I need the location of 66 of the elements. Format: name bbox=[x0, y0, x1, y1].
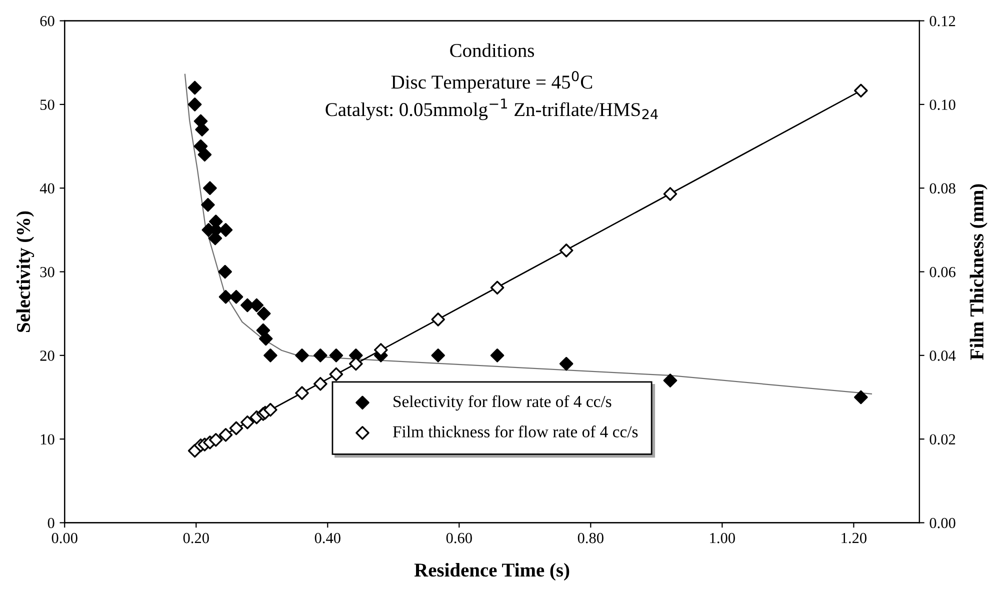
y2-tick-label: 0.00 bbox=[930, 518, 956, 528]
x-tick-label: 0.00 bbox=[52, 532, 78, 544]
point bbox=[229, 421, 244, 436]
point bbox=[188, 98, 202, 112]
y-tick-label: 50 bbox=[40, 100, 54, 110]
point bbox=[208, 433, 223, 447]
point bbox=[559, 356, 574, 371]
x-tick-label: 0.40 bbox=[314, 532, 340, 544]
x-tick-label: 1.20 bbox=[842, 532, 866, 544]
point bbox=[188, 80, 202, 95]
point bbox=[264, 402, 278, 417]
y2-tick-label: 0.10 bbox=[930, 100, 956, 110]
point bbox=[240, 415, 254, 430]
point bbox=[431, 312, 445, 326]
annotation: Catalyst: 0.05mmolg$^{−1}$ Zn-triflate/HMS$_{24}$ bbox=[326, 98, 658, 120]
point bbox=[218, 223, 233, 237]
point bbox=[349, 356, 363, 371]
point bbox=[431, 348, 445, 362]
point bbox=[329, 348, 344, 362]
y-tick-label: 60 bbox=[40, 16, 54, 26]
x-tick-label: 0.80 bbox=[578, 532, 604, 544]
point bbox=[490, 348, 504, 362]
point bbox=[314, 376, 328, 391]
point bbox=[201, 198, 215, 212]
point bbox=[559, 244, 574, 258]
x-axis-title: Residence Time (s) bbox=[414, 562, 570, 581]
point bbox=[203, 181, 217, 195]
point bbox=[314, 348, 328, 362]
legend-label: Selectivity for flow rate of 4 cc/s bbox=[394, 395, 612, 411]
point bbox=[198, 148, 212, 162]
y-axis-title: Selectivity (%) bbox=[16, 211, 34, 332]
point bbox=[854, 84, 868, 98]
point bbox=[256, 306, 271, 320]
x-tick-label: 1.00 bbox=[710, 532, 735, 544]
y2-tick-label: 0.08 bbox=[930, 183, 956, 194]
y2-tick-label: 0.12 bbox=[930, 16, 956, 26]
point bbox=[295, 348, 309, 362]
point bbox=[258, 332, 273, 346]
point bbox=[295, 386, 309, 400]
y-tick-label: 40 bbox=[40, 183, 54, 194]
y-tick-label: 20 bbox=[40, 350, 54, 361]
point bbox=[195, 122, 209, 136]
y-tick-label: 10 bbox=[40, 434, 54, 445]
point bbox=[374, 343, 388, 357]
annotation: Conditions bbox=[450, 43, 534, 58]
x-tick-label: 0.60 bbox=[446, 532, 472, 544]
y2-tick-label: 0.06 bbox=[930, 266, 956, 278]
x-tick-label: 0.20 bbox=[183, 532, 209, 544]
point bbox=[490, 280, 504, 295]
y-tick-label: 0 bbox=[48, 518, 54, 528]
y2-axis-title: Film Thickness (mm) bbox=[970, 184, 988, 360]
point bbox=[264, 348, 278, 362]
point bbox=[663, 374, 678, 388]
point bbox=[218, 290, 233, 304]
point bbox=[218, 428, 233, 442]
y2-tick-label: 0.04 bbox=[930, 350, 956, 361]
point bbox=[329, 367, 344, 382]
point bbox=[663, 187, 678, 201]
annotation: Disc Temperature = 45$^{0}$C bbox=[391, 70, 592, 93]
y2-tick-label: 0.02 bbox=[930, 434, 956, 445]
point bbox=[229, 290, 244, 304]
y-tick-label: 30 bbox=[40, 266, 54, 278]
point bbox=[194, 139, 208, 154]
legend-label: Film thickness for flow rate of 4 cc/s bbox=[392, 426, 638, 438]
point bbox=[854, 390, 868, 404]
point bbox=[218, 264, 232, 279]
